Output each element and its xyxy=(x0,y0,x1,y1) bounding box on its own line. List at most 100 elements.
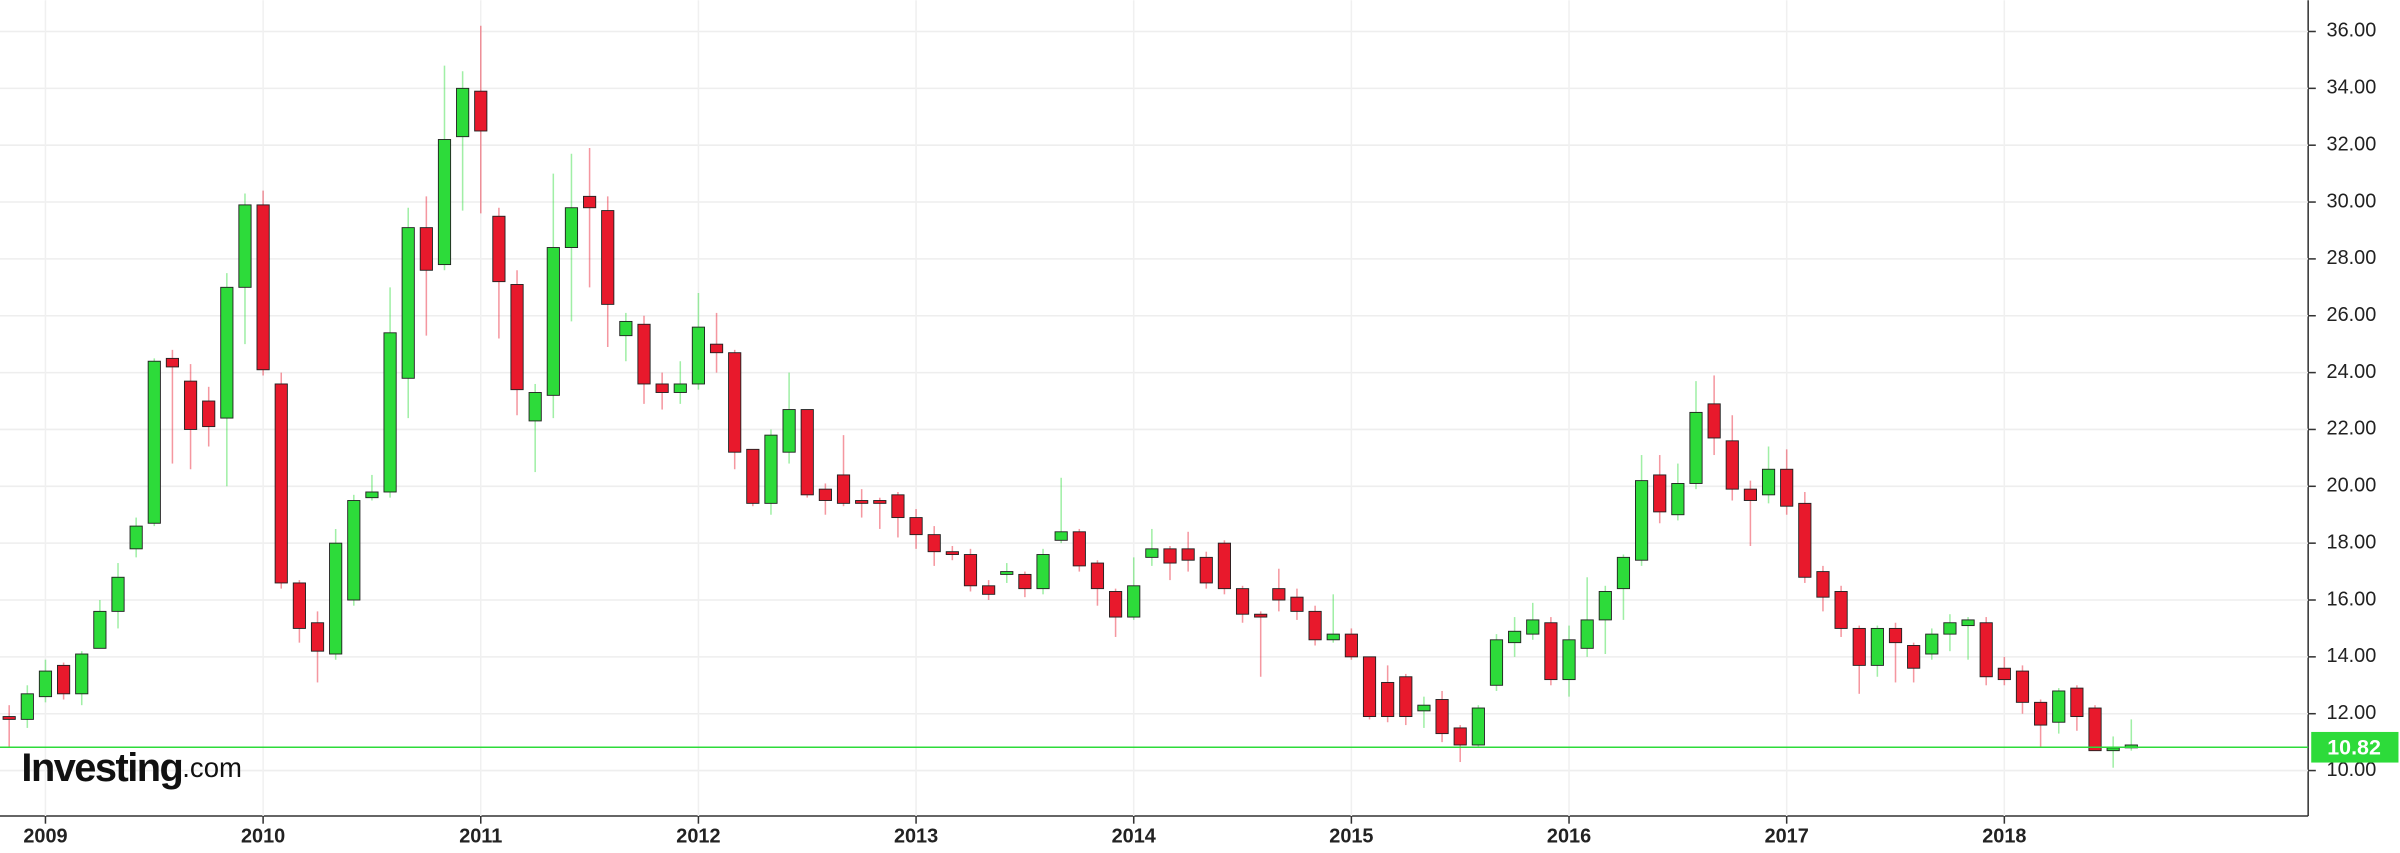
candle-body xyxy=(256,204,270,371)
candle-body xyxy=(329,542,343,655)
candle-body xyxy=(1653,474,1667,513)
candle-body xyxy=(619,320,633,337)
candle-body xyxy=(1471,707,1485,746)
candle-body xyxy=(1018,573,1032,590)
x-tick-label: 2010 xyxy=(241,826,285,848)
candle-body xyxy=(1072,531,1086,567)
candle-body xyxy=(800,409,814,496)
candle-body xyxy=(836,474,851,504)
candle-body xyxy=(1907,645,1921,669)
candle-body xyxy=(1453,727,1467,746)
candle-body xyxy=(655,383,669,393)
candle-body xyxy=(691,326,705,385)
candle-body xyxy=(1725,440,1739,490)
candle-body xyxy=(1145,548,1159,558)
candle-body xyxy=(1979,622,1993,678)
y-tick-label: 36.00 xyxy=(2327,20,2377,42)
candle-body xyxy=(2088,707,2102,752)
candle-body xyxy=(437,139,452,266)
candle-body xyxy=(1616,556,1631,590)
candle-body xyxy=(1798,502,1812,578)
candle-body xyxy=(1181,548,1195,561)
candle-body xyxy=(111,576,125,612)
candle-body xyxy=(401,227,415,379)
candle-body xyxy=(129,525,143,550)
candle-body xyxy=(746,448,760,504)
candle-body xyxy=(1054,531,1068,541)
y-tick-label: 26.00 xyxy=(2327,304,2377,326)
candle-body xyxy=(1707,403,1721,439)
candle-body xyxy=(1997,667,2011,681)
candle-body xyxy=(764,434,778,504)
candle-body xyxy=(1235,588,1250,615)
candle-body xyxy=(383,332,397,493)
y-tick-label: 16.00 xyxy=(2327,588,2377,610)
candle-body xyxy=(818,488,832,501)
candle-body xyxy=(927,534,941,553)
x-tick-label: 2018 xyxy=(1982,826,2026,848)
candle-body xyxy=(528,392,542,422)
candle-body xyxy=(57,664,71,695)
candle-body xyxy=(1217,542,1231,590)
candle-body xyxy=(1000,571,1014,575)
candle-body xyxy=(2015,670,2030,703)
y-tick-label: 20.00 xyxy=(2327,475,2377,497)
x-tick-label: 2013 xyxy=(894,826,938,848)
candle-body xyxy=(1780,468,1794,507)
logo: Investing.com xyxy=(21,746,242,790)
x-tick-label: 2011 xyxy=(459,826,502,848)
y-tick-label: 28.00 xyxy=(2327,247,2377,269)
candle-body xyxy=(673,383,687,393)
logo-main: Investing xyxy=(21,746,182,790)
y-tick-label: 34.00 xyxy=(2327,77,2377,99)
candle-body xyxy=(310,622,325,652)
candle-body xyxy=(1526,619,1540,635)
candle-body xyxy=(2052,690,2066,723)
x-tick-label: 2017 xyxy=(1765,826,1809,848)
candle-body xyxy=(1109,591,1123,618)
candle-body xyxy=(202,400,216,428)
y-tick-label: 30.00 xyxy=(2327,190,2377,212)
candle-body xyxy=(782,409,796,453)
candle-body xyxy=(1127,585,1141,618)
x-tick-label: 2014 xyxy=(1112,826,1156,848)
x-tick-label: 2012 xyxy=(676,826,720,848)
candle-body xyxy=(1961,619,1975,627)
candle-body xyxy=(1344,633,1358,658)
candle-body xyxy=(75,653,89,695)
candle-body xyxy=(165,357,180,368)
candle-body xyxy=(365,491,379,499)
candle-body xyxy=(891,494,905,519)
candle-body xyxy=(1290,596,1304,612)
candle-body xyxy=(1544,622,1558,681)
candle-body xyxy=(510,284,524,391)
candle-body xyxy=(419,227,433,271)
candle-body xyxy=(1381,681,1395,718)
candle-body xyxy=(1036,554,1050,590)
candle-body xyxy=(1362,656,1377,718)
candle-body xyxy=(1489,639,1504,686)
candle-body xyxy=(982,585,996,595)
candle-body xyxy=(1562,639,1576,681)
candle-body xyxy=(1254,613,1268,618)
y-tick-label: 18.00 xyxy=(2327,531,2377,553)
logo-suffix: .com xyxy=(182,752,242,783)
last-price-box xyxy=(2311,731,2399,763)
candle-body xyxy=(546,247,560,396)
candle-body xyxy=(474,90,488,132)
candle-body xyxy=(1308,610,1322,641)
candle-body xyxy=(274,383,288,584)
candle-body xyxy=(456,87,470,138)
candle-body xyxy=(564,207,579,248)
candle-body xyxy=(492,215,506,283)
candle-body xyxy=(945,551,959,555)
x-tick-label: 2009 xyxy=(23,826,67,848)
candle-body xyxy=(1508,630,1522,644)
y-tick-label: 10.00 xyxy=(2327,759,2377,781)
candle-body xyxy=(1598,591,1612,621)
candle-body xyxy=(1090,562,1105,590)
x-tick-label: 2016 xyxy=(1547,826,1591,848)
candle-body xyxy=(347,500,361,601)
